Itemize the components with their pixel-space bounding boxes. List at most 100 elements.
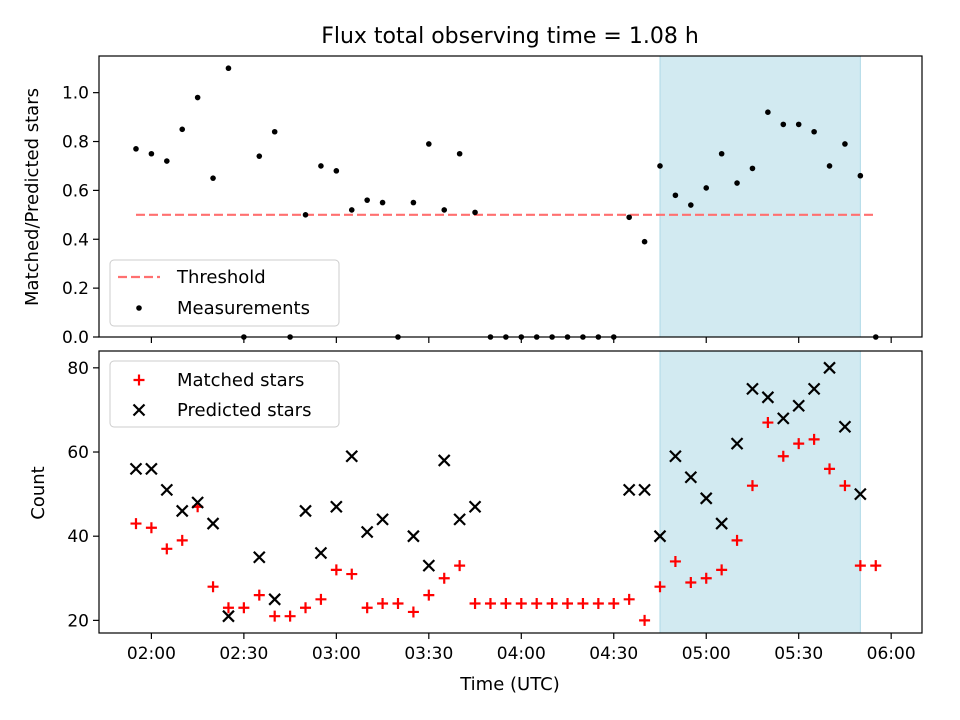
- series-0-point-18: [407, 606, 419, 618]
- x-tick-label: 02:00: [127, 644, 176, 664]
- series-0-point-11: [300, 602, 312, 614]
- series-1-point-24: [684, 470, 698, 484]
- series-1-point-6: [222, 609, 235, 623]
- series-1-point-25: [699, 492, 713, 505]
- series-0-point-31: [608, 598, 620, 610]
- series-0-point-34: [654, 581, 666, 593]
- series-0-point-25: [515, 598, 527, 610]
- y-tick-label: 0.6: [62, 181, 89, 201]
- series-1-point-20: [622, 483, 636, 497]
- series-0-point-28: [562, 598, 574, 610]
- series-0-point-38: [716, 564, 728, 576]
- series-0-point-32: [623, 593, 635, 605]
- series-0-point-36: [685, 576, 697, 588]
- legend-predicted-label: Predicted stars: [177, 400, 311, 421]
- series-0-point-45: [826, 163, 833, 169]
- legend-box: [109, 259, 340, 327]
- series-1-point-3: [175, 504, 189, 518]
- series-0-point-29: [577, 598, 589, 610]
- series-0-point-35: [672, 192, 679, 199]
- series-0-point-15: [364, 197, 370, 203]
- series-0-point-24: [500, 598, 512, 610]
- series-0-point-14: [346, 568, 358, 580]
- series-0-point-37: [703, 185, 710, 191]
- x-tick-label: 02:30: [219, 644, 268, 664]
- series-0-point-41: [765, 109, 771, 115]
- series-0-point-0: [133, 146, 139, 152]
- series-1-point-2: [160, 483, 174, 497]
- series-0-point-13: [330, 564, 342, 576]
- y-tick-label: 0.8: [62, 133, 89, 153]
- series-1-point-17: [437, 454, 451, 467]
- series-1-point-0: [129, 462, 143, 476]
- series-0-point-39: [734, 180, 740, 186]
- series-0-point-12: [318, 163, 324, 169]
- series-0-point-1: [148, 150, 155, 157]
- series-0-point-1: [145, 522, 157, 534]
- series-1-point-34: [838, 420, 852, 434]
- series-0-point-9: [269, 610, 281, 622]
- x-tick-label: 05:30: [774, 644, 823, 664]
- series-1-point-22: [653, 529, 667, 543]
- series-1-point-1: [145, 462, 158, 476]
- plot-frame: [98, 55, 923, 338]
- series-0-point-3: [179, 126, 186, 133]
- series-1-point-9: [299, 504, 312, 518]
- series-0-point-5: [207, 581, 219, 593]
- x-tick-label: 03:30: [404, 644, 453, 664]
- series-0-point-41: [762, 417, 774, 429]
- shaded-interval: [659, 55, 861, 338]
- y-tick-label: 60: [67, 443, 89, 463]
- legend-matched-label: Matched stars: [177, 370, 304, 391]
- x-tick-label: 04:30: [589, 644, 638, 664]
- series-0-point-26: [531, 598, 543, 610]
- series-0-point-7: [238, 602, 250, 614]
- series-0-point-42: [777, 450, 789, 462]
- series-0-point-21: [456, 150, 463, 157]
- series-0-point-32: [626, 214, 632, 221]
- series-0-point-14: [348, 207, 355, 213]
- series-1-point-21: [638, 483, 651, 497]
- series-0-point-33: [641, 238, 648, 245]
- series-0-point-40: [749, 165, 756, 172]
- series-1-point-19: [468, 500, 482, 514]
- series-0-point-20: [438, 572, 450, 584]
- y-tick-label: 0.4: [62, 230, 89, 250]
- y-tick-label: 40: [67, 527, 89, 547]
- series-1-point-7: [253, 550, 266, 564]
- series-0-point-40: [746, 480, 758, 492]
- series-0-point-3: [176, 534, 188, 546]
- y-tick-label: 0.2: [62, 279, 89, 299]
- series-0-point-47: [854, 560, 866, 572]
- series-0-point-44: [811, 128, 817, 135]
- series-1-point-27: [730, 437, 744, 450]
- series-0-point-30: [592, 598, 604, 610]
- chart-title: Flux total observing time = 1.08 h: [321, 24, 699, 49]
- series-0-point-21: [454, 560, 466, 572]
- series-0-point-43: [793, 438, 805, 450]
- series-0-point-45: [824, 463, 836, 475]
- series-1-point-12: [345, 449, 359, 463]
- series-0-point-11: [302, 212, 309, 218]
- legend-predicted-swatch: [132, 403, 146, 417]
- series-0-point-8: [256, 153, 263, 159]
- series-1-point-26: [715, 517, 728, 530]
- series-0-point-47: [857, 172, 864, 179]
- plot-frame: [98, 350, 923, 634]
- legend-measurements-swatch: [136, 305, 142, 311]
- series-0-point-20: [441, 207, 448, 213]
- series-0-point-10: [284, 610, 296, 622]
- series-1-point-32: [807, 382, 821, 396]
- bottom-panel-counts: 20 40 60 80 02:00 02:30 03:00 03:30 04:00 04:30 05…: [67, 350, 923, 664]
- y-tick-label: 1.0: [62, 84, 89, 104]
- series-0-point-35: [669, 555, 681, 567]
- series-0-point-46: [839, 480, 851, 492]
- series-0-point-16: [377, 598, 389, 610]
- series-0-point-22: [472, 209, 478, 216]
- series-0-point-37: [700, 572, 712, 584]
- x-tick-label: 06:00: [867, 644, 916, 664]
- series-1-point-15: [407, 529, 420, 543]
- series-1-point-18: [453, 513, 466, 526]
- legend-bottom: Matched stars Predicted stars: [109, 360, 340, 428]
- series-0-point-9: [271, 128, 278, 135]
